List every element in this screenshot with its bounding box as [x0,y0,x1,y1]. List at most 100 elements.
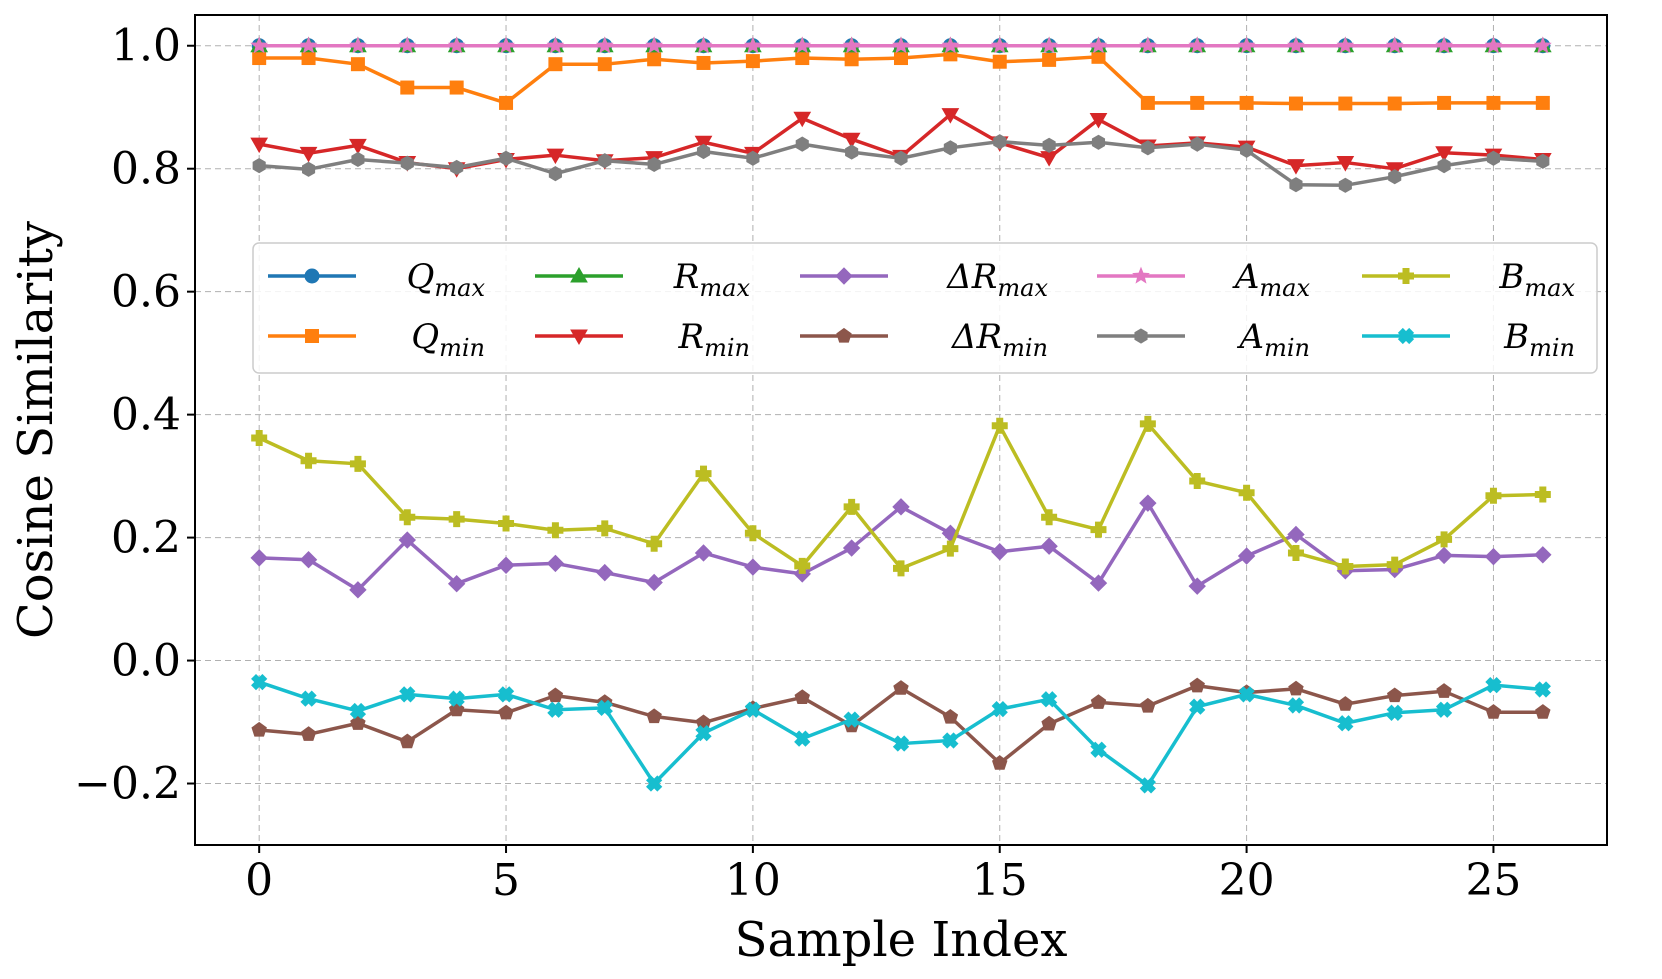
data-point [647,52,662,67]
y-tick-label: 0.6 [111,267,181,318]
data-point [794,689,810,705]
data-point [694,36,713,54]
data-point [842,132,861,149]
data-point [1287,159,1305,175]
data-point [1238,686,1255,703]
data-point [1090,521,1107,538]
data-point [350,715,366,730]
series-layer [250,36,1552,794]
data-point [349,36,367,54]
data-point [991,543,1009,561]
data-point [1089,574,1108,592]
data-point [1435,36,1453,54]
y-tick-label: 0.0 [111,636,181,687]
data-point [1386,704,1403,721]
data-point [991,700,1008,718]
legend-marker [305,329,319,343]
data-point [1533,36,1552,54]
series-ΔR_min [251,677,1551,770]
data-point [1287,697,1305,714]
data-point [350,57,365,72]
y-tick-label: 0.2 [111,513,181,564]
legend-marker [835,267,853,285]
data-point [1388,169,1402,185]
y-tick-label: 0.4 [111,390,181,441]
data-point [1535,704,1551,719]
legend-marker [1398,268,1414,284]
data-point [399,733,416,749]
legend-entry-A_max: Amax [1097,257,1310,302]
data-point [1536,153,1550,169]
data-point [450,159,464,176]
data-point [892,498,910,516]
data-point [893,680,909,695]
data-point [251,429,268,446]
data-point [1535,95,1550,110]
data-point [300,690,317,707]
data-point [299,36,318,54]
y-tick-label: 0.8 [111,144,181,195]
data-point [746,150,760,166]
data-point [301,161,316,177]
data-point [943,140,957,156]
series-ΔR_max [250,494,1552,599]
data-point [546,36,565,54]
data-point [349,702,367,720]
data-point [743,36,762,54]
data-point [301,51,316,66]
data-point [1140,697,1156,713]
data-point [696,55,711,70]
x-tick-label: 10 [725,855,781,906]
data-point [794,557,811,574]
data-point [695,465,712,482]
data-point [349,138,367,155]
data-point [595,36,614,54]
data-point [1486,150,1501,166]
legend-marker [304,268,320,284]
data-point [399,509,416,526]
data-point [1435,701,1453,718]
data-point [1139,494,1157,512]
data-point [795,51,810,66]
legend-label: Amax [1232,257,1311,302]
data-point [1437,95,1452,110]
data-point [941,108,960,124]
data-point [646,775,663,792]
y-tick-label: 1.0 [111,21,181,72]
series-Q_min [252,47,1550,111]
data-point [1386,687,1403,703]
data-point [942,709,959,724]
data-point [1042,52,1057,67]
data-point [1338,96,1353,111]
data-point [1485,704,1502,719]
data-point [1485,677,1502,694]
data-point [793,36,812,54]
data-point [1040,151,1058,167]
data-point [1534,681,1551,698]
legend-label: Qmin [411,317,485,362]
data-point [1090,741,1107,758]
data-point [1091,134,1106,150]
data-point [842,539,861,557]
data-point [990,36,1009,54]
data-point [795,136,809,152]
data-point [991,417,1008,434]
grid [195,15,1607,845]
x-axis-title: Sample Index [735,912,1068,968]
data-point [299,146,318,163]
data-point [993,134,1007,150]
legend-label: Rmin [678,317,751,362]
data-point [448,511,465,528]
data-point [1435,146,1453,162]
data-point [1287,525,1305,544]
data-point [252,158,266,174]
legend-marker [1132,266,1150,284]
data-point [1040,537,1058,555]
data-point [448,690,465,707]
data-point [349,455,366,472]
data-point [300,726,317,741]
data-point [1189,677,1205,693]
data-point [399,686,416,703]
data-point [250,549,268,567]
